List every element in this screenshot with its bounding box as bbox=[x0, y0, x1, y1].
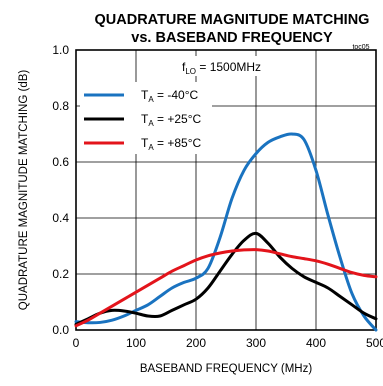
x-tick-label: 400 bbox=[306, 336, 326, 350]
series-line-1 bbox=[74, 132, 378, 332]
x-tick-labels: 0 100 200 300 400 500 bbox=[73, 336, 383, 350]
y-tick-label: 0.8 bbox=[52, 99, 69, 113]
x-tick-label: 500 bbox=[366, 336, 383, 350]
annotation-main: f bbox=[182, 60, 186, 74]
annotation-flo: fLO = 1500MHz bbox=[182, 60, 261, 76]
y-tick-label: 0.2 bbox=[52, 267, 69, 281]
x-tick-label: 300 bbox=[246, 336, 266, 350]
x-tick-label: 0 bbox=[73, 336, 80, 350]
legend-label-2: TA = +25°C bbox=[141, 112, 202, 128]
annotation-sub: LO bbox=[185, 67, 196, 76]
x-tick-label: 200 bbox=[186, 336, 206, 350]
x-axis-label: BASEBAND FREQUENCY (MHz) bbox=[140, 363, 312, 375]
y-axis-label: QUADRATURE MAGNITUDE MATCHING (dB) bbox=[18, 70, 30, 311]
series-line-2 bbox=[74, 231, 378, 326]
chart-title: QUADRATURE MAGNITUDE MATCHING bbox=[95, 12, 370, 28]
y-tick-label: 0.6 bbox=[52, 155, 69, 169]
x-tick-label: 100 bbox=[126, 336, 146, 350]
chart-subtitle: vs. BASEBAND FREQUENCY bbox=[131, 30, 333, 46]
plot-frame bbox=[75, 49, 377, 331]
y-tick-label: 0.4 bbox=[52, 211, 69, 225]
series-lines bbox=[74, 132, 378, 332]
figure-id: toc05 bbox=[352, 44, 369, 51]
legend-label-3: TA = +85°C bbox=[141, 136, 202, 152]
annotation-backdrop bbox=[170, 56, 280, 76]
annotation-rest: = 1500MHz bbox=[196, 60, 261, 74]
legend: TA = -40°C TA = +25°C TA = +85°C bbox=[84, 88, 202, 152]
series-line-3 bbox=[74, 248, 378, 328]
y-tick-label: 0.0 bbox=[52, 323, 69, 337]
legend-label-1: TA = -40°C bbox=[141, 88, 199, 104]
y-tick-labels: 0.0 0.2 0.4 0.6 0.8 1.0 bbox=[52, 43, 69, 337]
y-tick-label: 1.0 bbox=[52, 43, 69, 57]
